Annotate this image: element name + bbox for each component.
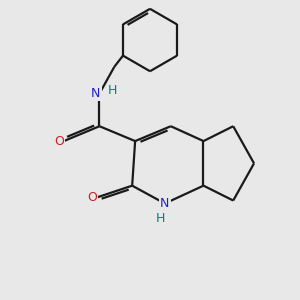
Text: N: N [160,197,170,210]
Text: O: O [54,135,64,148]
Text: H: H [156,212,165,225]
Text: N: N [91,87,101,100]
Text: O: O [87,191,97,204]
Text: H: H [108,84,118,97]
